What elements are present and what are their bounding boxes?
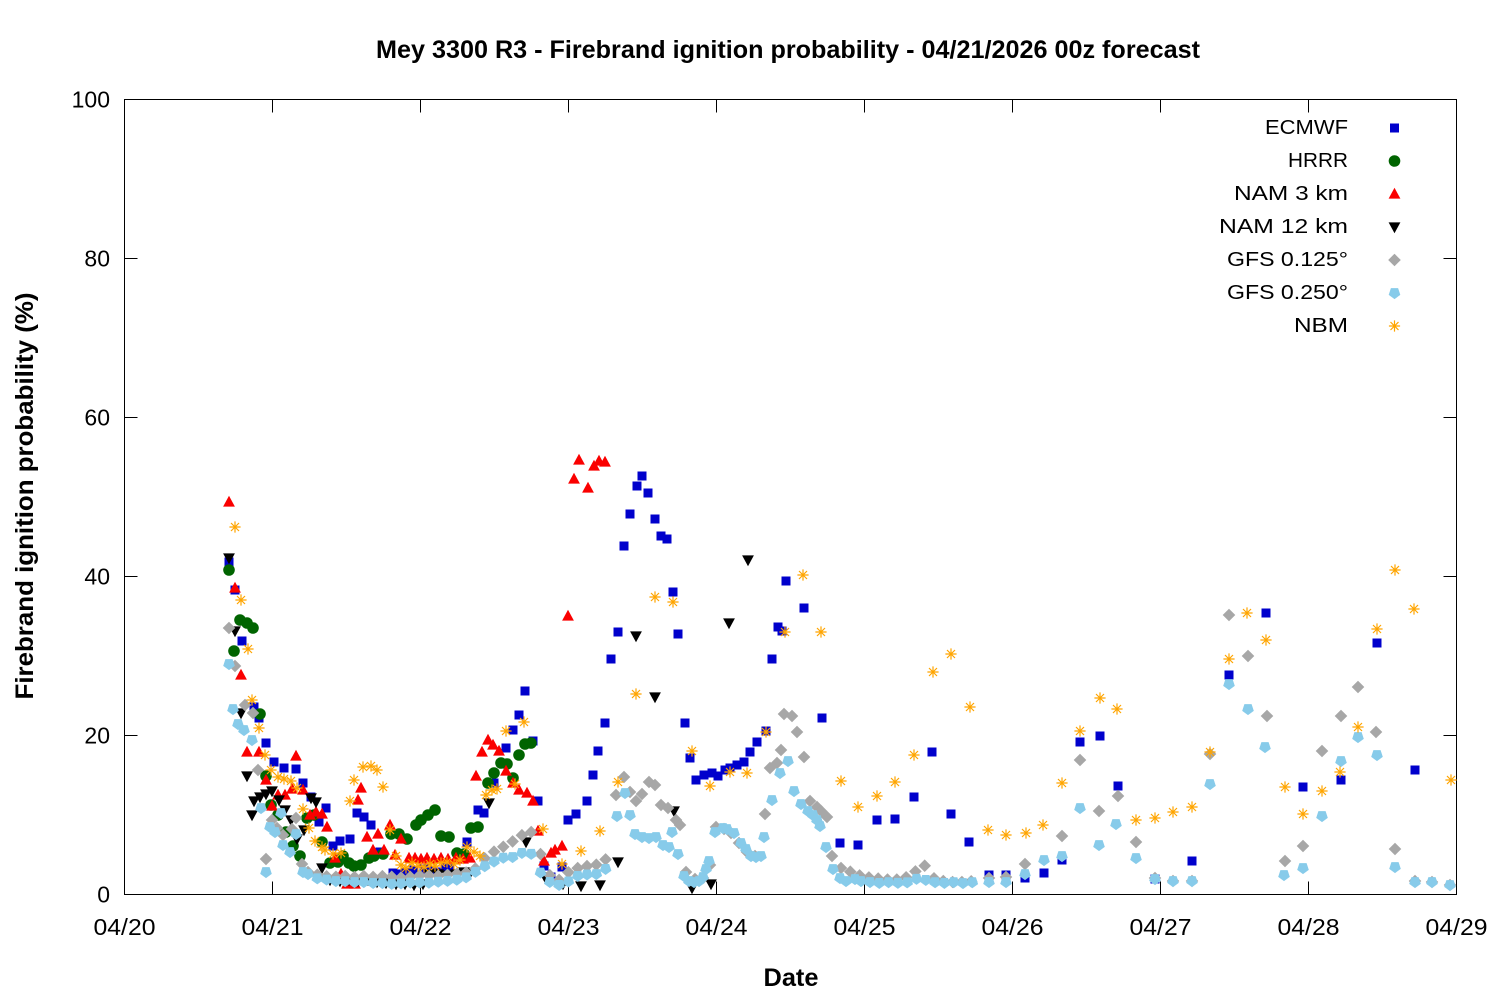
svg-text:04/21: 04/21 bbox=[242, 914, 304, 940]
svg-text:04/28: 04/28 bbox=[1278, 914, 1340, 940]
svg-text:100: 100 bbox=[72, 87, 110, 113]
svg-text:04/22: 04/22 bbox=[390, 914, 452, 940]
svg-text:60: 60 bbox=[84, 405, 110, 431]
svg-text:NAM 3 km: NAM 3 km bbox=[1234, 183, 1348, 205]
svg-text:Date: Date bbox=[764, 964, 819, 992]
svg-text:04/20: 04/20 bbox=[94, 914, 156, 940]
svg-text:04/26: 04/26 bbox=[982, 914, 1044, 940]
svg-text:04/27: 04/27 bbox=[1130, 914, 1192, 940]
svg-text:HRRR: HRRR bbox=[1288, 150, 1348, 172]
svg-text:NAM 12 km: NAM 12 km bbox=[1219, 216, 1348, 238]
svg-text:Firebrand ignition probability: Firebrand ignition probability (%) bbox=[11, 293, 39, 700]
svg-text:Mey 3300 R3 - Firebrand igniti: Mey 3300 R3 - Firebrand ignition probabi… bbox=[376, 36, 1201, 64]
svg-text:GFS 0.125°: GFS 0.125° bbox=[1227, 249, 1348, 271]
svg-text:80: 80 bbox=[84, 246, 110, 272]
svg-text:0: 0 bbox=[97, 882, 110, 908]
svg-text:04/24: 04/24 bbox=[686, 914, 748, 940]
svg-text:20: 20 bbox=[84, 723, 110, 749]
svg-text:ECMWF: ECMWF bbox=[1265, 117, 1348, 139]
svg-text:04/25: 04/25 bbox=[834, 914, 896, 940]
svg-text:04/23: 04/23 bbox=[538, 914, 600, 940]
svg-text:GFS 0.250°: GFS 0.250° bbox=[1227, 282, 1348, 304]
svg-text:04/29: 04/29 bbox=[1426, 914, 1488, 940]
svg-text:NBM: NBM bbox=[1294, 315, 1348, 337]
svg-text:40: 40 bbox=[84, 564, 110, 590]
